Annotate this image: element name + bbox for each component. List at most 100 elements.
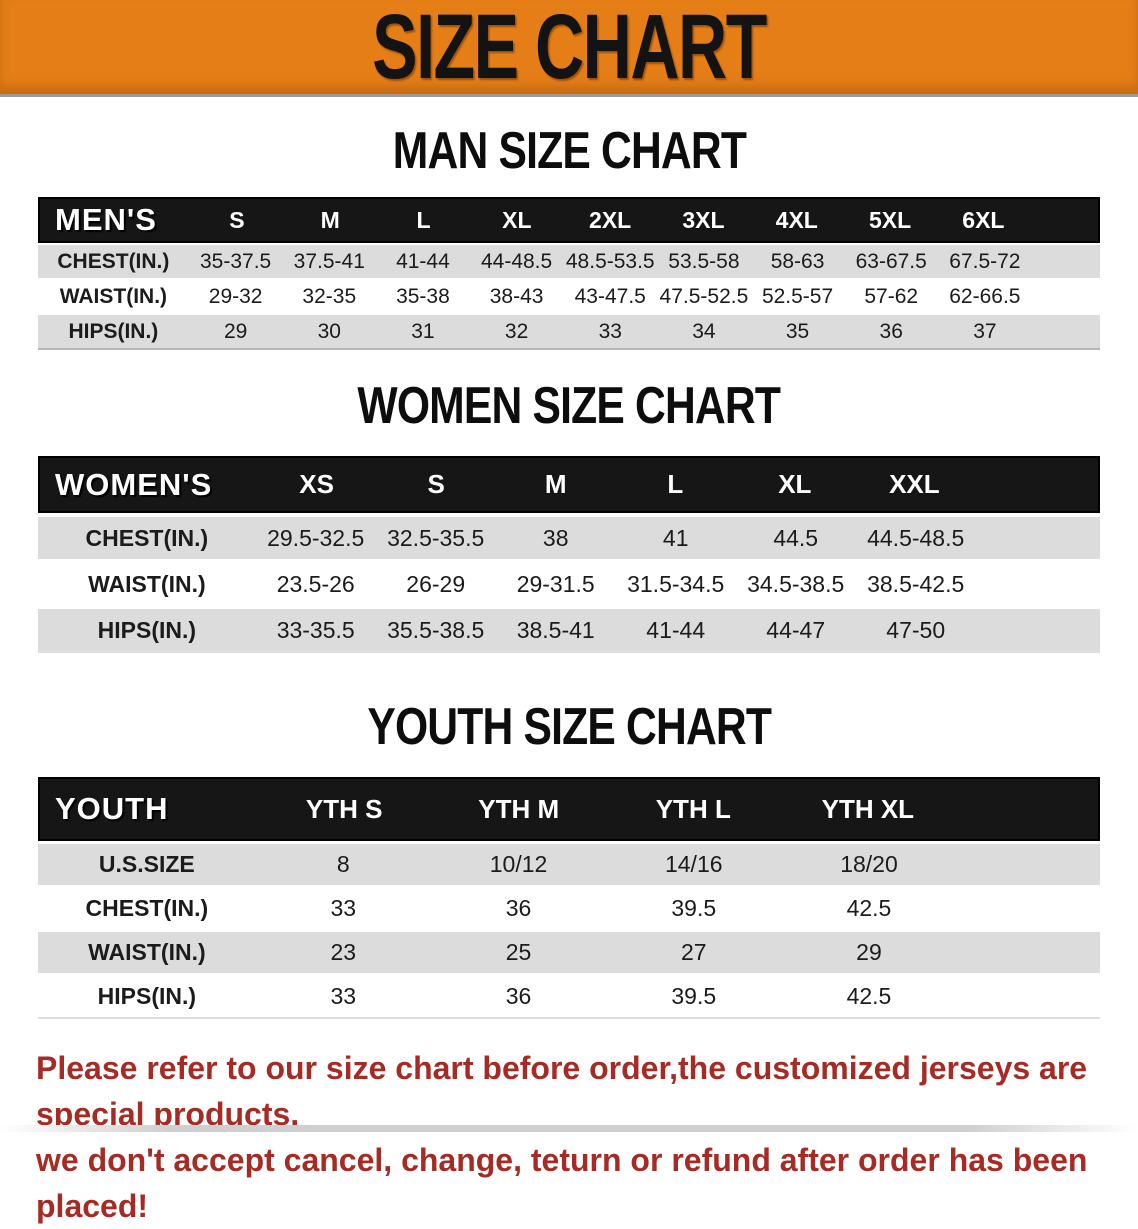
size-value-cell: 37.5-41 (293, 249, 365, 273)
table-row: CHEST(IN.) 35-37.5 37.5-41 41-44 44-48.5 48.5… (38, 245, 1100, 278)
table-row: WAIST(IN.) 23 25 27 29 (38, 932, 1100, 973)
size-column-header: M (544, 469, 567, 499)
size-value-cell: 31 (411, 319, 435, 343)
men-section: MAN SIZE CHART MEN'S S M L XL 2XL 3XL 4XL 5XL 6XL… (0, 122, 1138, 350)
women-section: WOMEN SIZE CHART WOMEN'S XS S M L XL XXL CHEST… (0, 377, 1138, 653)
youth-size-chart-heading-text: YOUTH SIZE CHART (367, 698, 772, 756)
size-value-cell: 35-38 (396, 284, 450, 308)
size-value-cell: 67.5-72 (949, 249, 1021, 273)
size-value-cell: 37 (973, 319, 997, 343)
youth-section: YOUTH SIZE CHART YOUTH YTH S YTH M YTH L YTH… (0, 698, 1138, 1019)
size-value-cell: 29-31.5 (516, 570, 595, 597)
measurement-row-label: HIPS(IN.) (68, 319, 159, 343)
women-size-table: WOMEN'S XS S M L XL XXL CHEST(IN.) 29.5-32.5 32.… (38, 456, 1100, 653)
disclaimer-text: Please refer to our size chart before or… (0, 1045, 1138, 1229)
size-value-cell: 29 (223, 319, 248, 343)
size-value-cell: 35.5-38.5 (387, 616, 485, 643)
size-column-header: XL (778, 469, 812, 499)
disclaimer-line-1: Please refer to our size chart before or… (36, 1050, 1088, 1132)
size-value-cell: 33 (598, 319, 622, 343)
size-column-header: L (416, 206, 431, 233)
size-value-cell: 47-50 (886, 616, 946, 643)
size-value-cell: 32.5-35.5 (387, 524, 485, 551)
bottom-edge-strip (0, 1125, 1138, 1132)
size-value-cell: 39.5 (671, 983, 717, 1009)
measurement-row-label: CHEST(IN.) (85, 895, 209, 921)
size-value-cell: 38-43 (489, 284, 544, 308)
group-label: WOMEN'S (55, 466, 213, 502)
size-column-header: S (427, 469, 445, 499)
size-value-cell: 39.5 (671, 895, 717, 921)
size-value-cell: 44-48.5 (480, 249, 553, 273)
size-column-header: 2XL (589, 206, 632, 233)
table-row: WAIST(IN.) 23.5-26 26-29 29-31.5 31.5-34.5 34… (38, 563, 1100, 605)
size-value-cell: 33-35.5 (276, 616, 355, 643)
size-column-header: XXL (889, 469, 940, 499)
women-size-chart-heading-text: WOMEN SIZE CHART (357, 377, 782, 435)
measurement-row-label: HIPS(IN.) (97, 616, 197, 643)
table-row: HIPS(IN.) 33 36 39.5 42.5 (38, 976, 1100, 1017)
size-value-cell: 10/12 (489, 851, 548, 877)
size-chart-banner: SIZE CHART (0, 0, 1138, 97)
measurement-row-label: WAIST(IN.) (88, 939, 206, 965)
size-value-cell: 30 (317, 319, 341, 343)
size-value-cell: 32-35 (302, 284, 357, 308)
disclaimer-line-2: we don't accept cancel, change, teturn o… (36, 1142, 1088, 1224)
size-value-cell: 38 (542, 524, 569, 551)
size-value-cell: 23.5-26 (276, 570, 355, 597)
size-value-cell: 34 (692, 319, 716, 343)
size-column-header: 5XL (868, 206, 912, 233)
table-row: CHEST(IN.) 33 36 39.5 42.5 (38, 888, 1100, 929)
youth-table-header-row: YOUTH YTH S YTH M YTH L YTH XL (38, 777, 1100, 841)
men-size-table: MEN'S S M L XL 2XL 3XL 4XL 5XL 6XL CHEST(IN.) 35-3… (38, 197, 1100, 350)
size-column-header: L (667, 469, 684, 499)
youth-size-table: YOUTH YTH S YTH M YTH L YTH XL U.S.SIZE 8 10/1… (38, 777, 1100, 1019)
size-column-header: YTH S (305, 793, 383, 824)
size-value-cell: 44.5 (773, 524, 819, 551)
size-value-cell: 32 (504, 319, 529, 343)
size-value-cell: 44-47 (766, 616, 826, 643)
size-value-cell: 41 (662, 524, 689, 551)
size-column-header: 3XL (682, 206, 725, 233)
man-size-chart-heading-text: MAN SIZE CHART (392, 122, 746, 180)
size-column-header: YTH L (655, 793, 731, 824)
size-value-cell: 42.5 (846, 895, 892, 921)
size-value-cell: 57-62 (864, 284, 919, 308)
size-value-cell: 38.5-42.5 (867, 570, 965, 597)
table-row: WAIST(IN.) 29-32 32-35 35-38 38-43 43-47.5 47.… (38, 280, 1100, 313)
size-value-cell: 33 (330, 895, 357, 921)
size-column-header: XL (502, 206, 532, 233)
size-column-header: YTH M (478, 793, 560, 824)
size-value-cell: 43-47.5 (574, 284, 646, 308)
size-value-cell: 23 (330, 939, 357, 965)
size-value-cell: 36 (505, 895, 532, 921)
size-column-header: 6XL (962, 206, 1005, 233)
size-value-cell: 35-37.5 (200, 249, 272, 273)
size-value-cell: 31.5-34.5 (627, 570, 725, 597)
group-label: YOUTH (55, 791, 169, 826)
size-value-cell: 27 (680, 939, 707, 965)
size-value-cell: 48.5-53.5 (565, 249, 655, 273)
size-value-cell: 26-29 (406, 570, 466, 597)
size-value-cell: 53.5-58 (668, 249, 740, 273)
size-column-header: YTH XL (821, 793, 915, 824)
size-chart-title: SIZE CHART (372, 0, 767, 98)
size-value-cell: 52.5-57 (761, 284, 834, 308)
table-row: HIPS(IN.) 29 30 31 32 33 34 35 36 37 (38, 315, 1100, 348)
size-column-header: S (229, 206, 245, 233)
measurement-row-label: WAIST(IN.) (59, 284, 168, 308)
size-value-cell: 34.5-38.5 (747, 570, 845, 597)
table-row: CHEST(IN.) 29.5-32.5 32.5-35.5 38 41 44.5 44.5… (38, 517, 1100, 559)
size-value-cell: 29-32 (208, 284, 263, 308)
size-value-cell: 29 (856, 939, 882, 965)
measurement-row-label: CHEST(IN.) (57, 249, 170, 273)
man-size-chart-heading: MAN SIZE CHART (0, 122, 1138, 180)
size-value-cell: 44.5-48.5 (867, 524, 965, 551)
size-value-cell: 42.5 (846, 983, 892, 1009)
size-value-cell: 36 (879, 319, 903, 343)
size-value-cell: 62-66.5 (949, 284, 1021, 308)
measurement-row-label: U.S.SIZE (98, 851, 195, 877)
size-column-header: XS (299, 469, 334, 499)
group-label: MEN'S (55, 202, 157, 237)
size-value-cell: 36 (505, 983, 532, 1009)
